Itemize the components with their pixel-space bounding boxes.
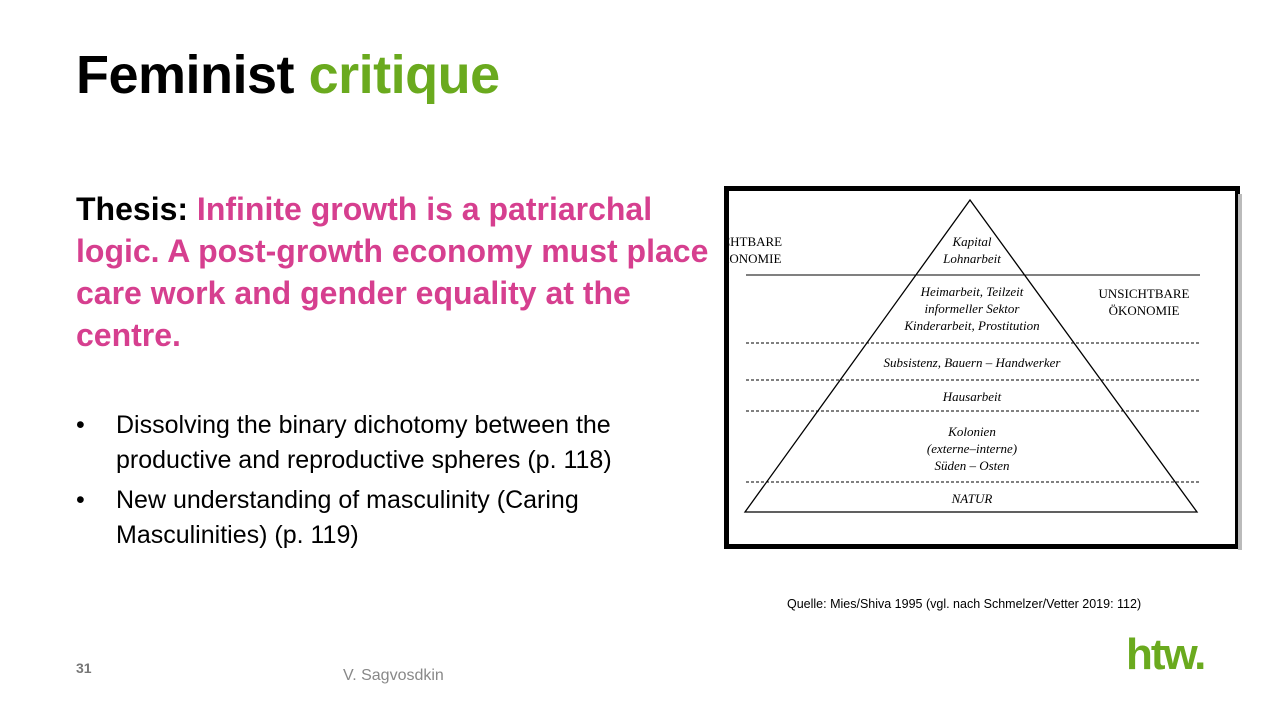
title-highlight: critique bbox=[308, 45, 501, 105]
figure-label: UNSICHTBARE bbox=[1098, 286, 1189, 301]
figure-label: Subsistenz, Bauern – Handwerker bbox=[884, 355, 1062, 370]
figure-label: Kinderarbeit, Prostitution bbox=[903, 318, 1039, 333]
figure-frame bbox=[724, 186, 1240, 549]
figure-label: ÖKONOMIE bbox=[724, 251, 781, 266]
title-main: Feminist bbox=[76, 45, 295, 105]
frame-shadow bbox=[1238, 194, 1242, 550]
bullet: New understanding of masculinity (Caring… bbox=[76, 483, 696, 553]
figure-label: ÖKONOMIE bbox=[1109, 303, 1180, 318]
figure-label: informeller Sektor bbox=[925, 301, 1021, 316]
bullet: Dissolving the binary dichotomy between … bbox=[76, 408, 696, 478]
figure-label: Kolonien bbox=[947, 424, 996, 439]
title: Feminist critique bbox=[76, 44, 500, 106]
pyramid-figure: SICHTBARE ÖKONOMIE UNSICHTBARE ÖKONOMIE Kapi… bbox=[724, 186, 1242, 550]
pyramid bbox=[743, 198, 1199, 513]
figure-label: Lohnarbeit bbox=[942, 251, 1001, 266]
thesis-text: Infinite growth is a patriarchal logic. … bbox=[76, 191, 709, 353]
thesis: Thesis: Infinite growth is a patriarchal… bbox=[76, 188, 726, 356]
bullet-list: Dissolving the binary dichotomy between … bbox=[76, 408, 696, 558]
figure-label: Süden – Osten bbox=[934, 458, 1009, 473]
figure-label: SICHTBARE bbox=[724, 234, 782, 249]
figure-label: Kapital bbox=[951, 234, 991, 249]
figure-label: NATUR bbox=[951, 491, 993, 506]
pyramid-lines bbox=[743, 198, 1200, 513]
page-number: 31 bbox=[76, 660, 92, 676]
logo: htw. bbox=[1126, 630, 1206, 679]
author: V. Sagvosdkin bbox=[343, 667, 444, 684]
figure-label: Heimarbeit, Teilzeit bbox=[920, 284, 1024, 299]
figure-label: Hausarbeit bbox=[942, 389, 1002, 404]
caption: Quelle: Mies/Shiva 1995 (vgl. nach Schme… bbox=[787, 597, 1142, 611]
thesis-label: Thesis: bbox=[76, 191, 189, 227]
figure-label: (externe–interne) bbox=[927, 441, 1017, 456]
